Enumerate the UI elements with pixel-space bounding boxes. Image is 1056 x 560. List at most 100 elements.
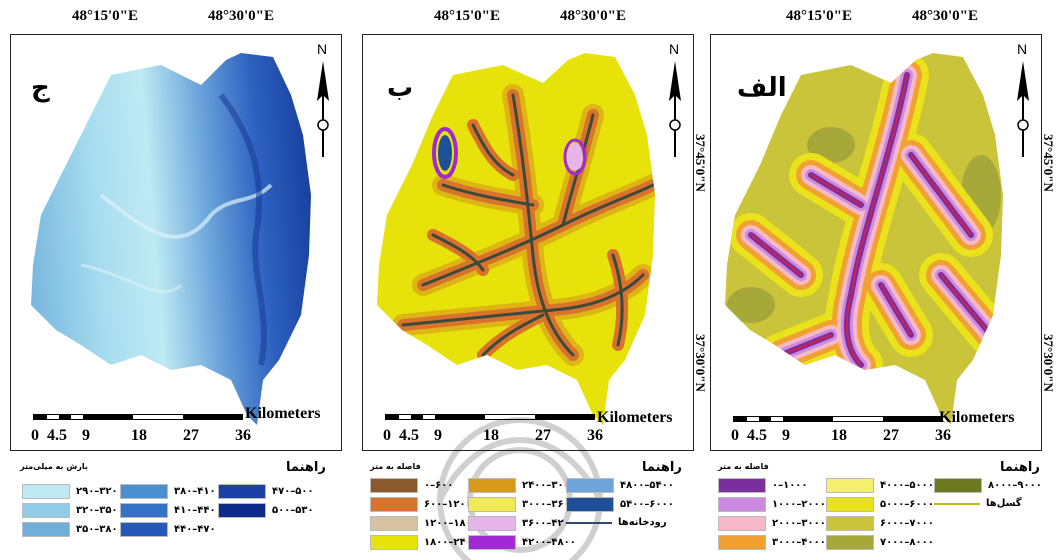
map-panel-fault-distance: الف N Kilometers 0 4.5 9 18 27 36: [710, 34, 1042, 451]
legend-item: گسل‌ها: [934, 497, 1022, 510]
legend-swatch: [22, 484, 70, 499]
legend-swatch: [826, 478, 874, 493]
scale-tick: 18: [831, 427, 847, 444]
legend-swatch: [826, 497, 874, 512]
legend-label: ۵۴۰۰–۶۰۰۰: [620, 499, 674, 510]
legend-label: ۳۰۰۰–۴۰۰۰: [772, 537, 826, 548]
legend-swatch: [718, 497, 766, 512]
legend-swatch: [468, 497, 516, 512]
legend-label: ۶۰۰–۱۲۰۰: [424, 499, 472, 510]
legend-label: ۱۲۰۰–۱۸۰۰: [424, 518, 478, 529]
legend-swatch: [468, 478, 516, 493]
legend-swatch: [370, 516, 418, 531]
legend-item: ۷۰۰۰–۸۰۰۰: [826, 535, 934, 550]
coord-side-right-2: 37°30'0"N: [1041, 334, 1056, 392]
legend-swatch: [566, 478, 614, 493]
legend-label: ۵۰۰۰–۶۰۰۰: [880, 499, 934, 510]
north-label: N: [1017, 41, 1028, 57]
legend-swatch: [826, 516, 874, 531]
legend-swatch: [566, 497, 614, 512]
scale-bar: [385, 414, 595, 420]
legend-label: ۲۴۰۰–۳۰۰۰: [522, 480, 576, 491]
legend-swatch: [218, 503, 266, 518]
legend-swatch: [22, 522, 70, 537]
legend-title-alef: راهنما: [1000, 460, 1040, 475]
coord-side-left-2: 37°30'0"N: [341, 335, 342, 393]
legend-label: ۷۰۰۰–۸۰۰۰: [880, 537, 934, 548]
legend-swatch: [826, 535, 874, 550]
legend-item: ۲۴۰۰–۳۰۰۰: [468, 478, 576, 493]
legend-label: ۴۴۰–۴۷۰: [174, 524, 216, 535]
legend-swatch: [120, 484, 168, 499]
legend-item: ۴۷۰–۵۰۰: [218, 484, 314, 499]
legend-label: ۲۹۰–۳۲۰: [76, 486, 118, 497]
fault-distance-map: [725, 53, 1003, 425]
coord-top-right-1: 48°15'0"E: [786, 8, 852, 24]
legend-subtitle-alef: فاصله به متر: [718, 462, 769, 471]
coord-top-left-1: 48°15'0"E: [72, 8, 138, 24]
legend-label: ۶۰۰۰–۷۰۰۰: [880, 518, 934, 529]
scale-bar: [33, 414, 243, 420]
legend-label: ۳۸۰–۴۱۰: [174, 486, 216, 497]
legend-label: ۸۰۰۰–۹۰۰۰: [988, 480, 1042, 491]
map-panel-precipitation: ج N 37°45'0"N 37°30'0"N Kilometers 0 4.5…: [10, 34, 342, 451]
legend-swatch: [718, 535, 766, 550]
legend-line-swatch: [566, 516, 612, 529]
coord-top-mid-2: 48°30'0"E: [560, 8, 626, 24]
scale-tick: 9: [82, 427, 90, 444]
legend-title-be: راهنما: [642, 460, 682, 475]
legend-label: ۱۰۰۰–۲۰۰۰: [772, 499, 826, 510]
legend-item: ۶۰۰–۱۲۰۰: [370, 497, 472, 512]
legend-swatch: [218, 484, 266, 499]
legend-label: ۱۸۰۰–۲۴۰۰: [424, 537, 478, 548]
legend-item: ۶۰۰۰–۷۰۰۰: [826, 516, 934, 531]
legend-swatch: [718, 516, 766, 531]
legend-label: ۴۱۰–۴۴۰: [174, 505, 216, 516]
legend-item: ۴۸۰۰–۵۴۰۰: [566, 478, 674, 493]
legend-label: ۲۰۰۰–۳۰۰۰: [772, 518, 826, 529]
legend-label: ۳۰۰۰–۳۶۰۰: [522, 499, 576, 510]
legend-item: ۱۲۰۰–۱۸۰۰: [370, 516, 478, 531]
legend-item: ۴۱۰–۴۴۰: [120, 503, 216, 518]
scale-tick: 9: [782, 427, 790, 444]
legend-label: ۰–۶۰۰: [424, 480, 454, 491]
river-distance-map: [377, 53, 655, 425]
legend-item: ۳۰۰۰–۴۰۰۰: [718, 535, 826, 550]
scale-unit-label: Kilometers: [245, 405, 321, 422]
coord-side-mid-1: 37°45'0"N: [693, 134, 708, 192]
scale-tick: 27: [883, 427, 899, 444]
coord-top-mid-1: 48°15'0"E: [434, 8, 500, 24]
scale-tick: 9: [434, 427, 442, 444]
legend-swatch: [370, 478, 418, 493]
scale-tick: 0: [31, 427, 39, 444]
coord-side-left-1: 37°45'0"N: [341, 135, 342, 193]
legend-swatch: [120, 522, 168, 537]
legend-swatch: [468, 535, 516, 550]
legend-item: ۳۰۰۰–۳۶۰۰: [468, 497, 576, 512]
legend-item: ۵۰۰۰–۶۰۰۰: [826, 497, 934, 512]
legend-title-jim: راهنما: [286, 460, 326, 475]
legend-subtitle-be: فاصله به متر: [370, 462, 421, 471]
legend-item: ۴۴۰–۴۷۰: [120, 522, 216, 537]
legend-swatch: [468, 516, 516, 531]
legend-swatch: [934, 478, 982, 493]
legend-swatch: [120, 503, 168, 518]
panel-letter-alef: الف: [737, 73, 787, 103]
legend-swatch: [22, 503, 70, 518]
legend-subtitle-jim: بارش به میلی‌متر: [20, 462, 88, 471]
legend-item: ۱۰۰۰–۲۰۰۰: [718, 497, 826, 512]
legend-item: ۵۴۰۰–۶۰۰۰: [566, 497, 674, 512]
scale-tick: 4.5: [747, 427, 767, 444]
north-arrow-icon: [669, 61, 681, 157]
legend-item: رودخانه‌ها: [566, 516, 667, 529]
legend-label: گسل‌ها: [986, 498, 1022, 509]
legend-item: ۲۹۰–۳۲۰: [22, 484, 118, 499]
legend-label: ۳۶۰۰–۴۲۰۰: [522, 518, 576, 529]
legend-item: ۸۰۰۰–۹۰۰۰: [934, 478, 1042, 493]
scale-tick: 4.5: [399, 427, 419, 444]
legend-swatch: [370, 535, 418, 550]
coord-side-mid-2: 37°30'0"N: [693, 334, 708, 392]
scale-tick: 27: [535, 427, 551, 444]
north-arrow-icon: [317, 61, 329, 157]
legend-label: ۳۲۰–۳۵۰: [76, 505, 118, 516]
